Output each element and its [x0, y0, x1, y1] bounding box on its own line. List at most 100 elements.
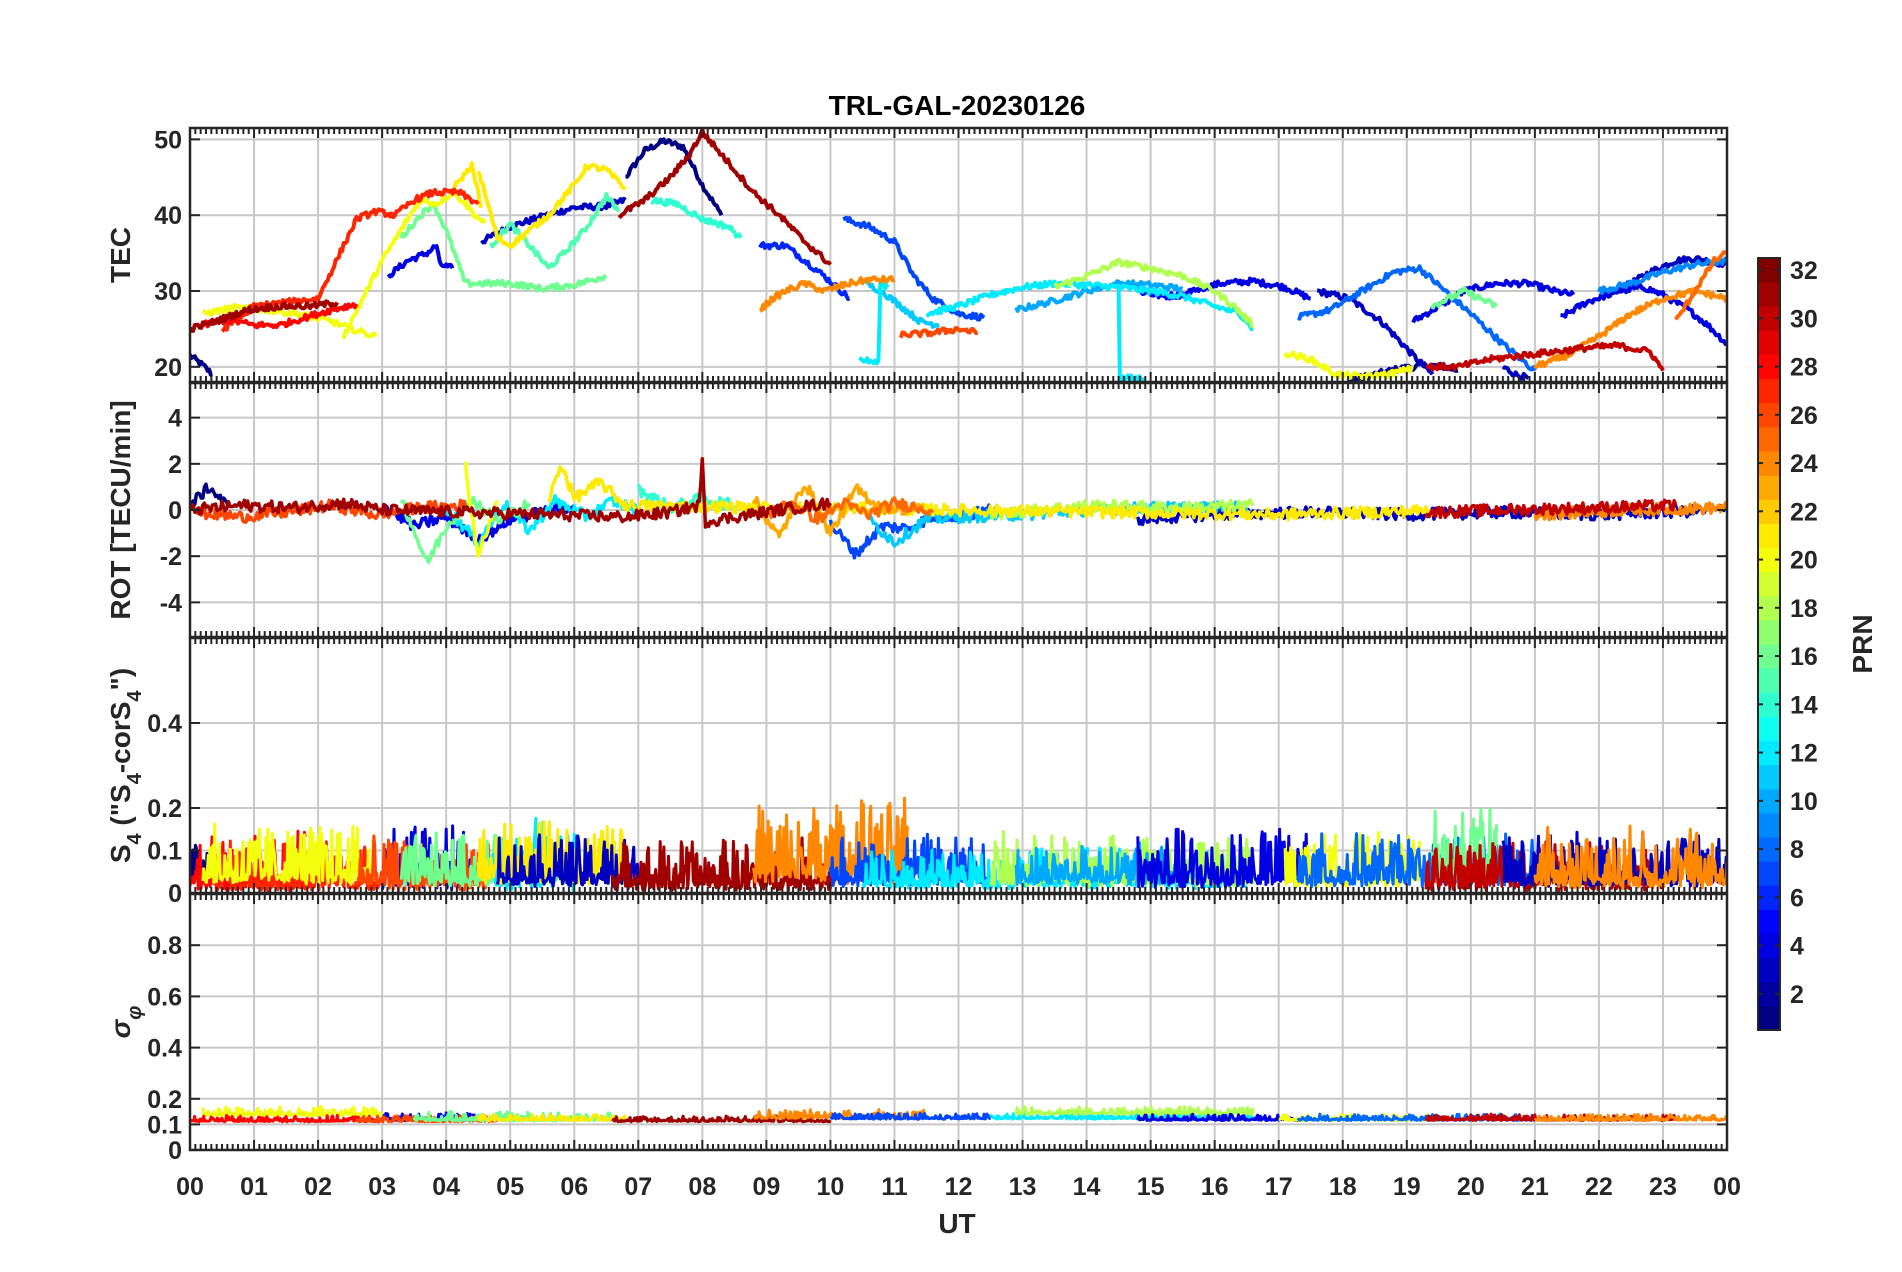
- series-line-prn-21: [451, 161, 484, 209]
- y-tick-label: 0.6: [147, 983, 182, 1011]
- colorbar-tick-label: 2: [1790, 981, 1804, 1009]
- x-tick-label: 10: [817, 1173, 845, 1201]
- colorbar-frame: [1757, 257, 1781, 1031]
- series-noise-prn-18: [1014, 1105, 1255, 1116]
- series-line-prn-30: [1425, 341, 1665, 372]
- colorbar-band: [1758, 451, 1780, 476]
- x-tick-label: 03: [368, 1173, 396, 1201]
- series-line-prn-25: [1674, 250, 1727, 321]
- y-tick-label: 0.1: [147, 838, 182, 866]
- colorbar-tick-label: 28: [1790, 354, 1818, 382]
- colorbar-tick-label: 18: [1790, 595, 1818, 623]
- series-line-prn-1: [190, 353, 213, 377]
- y-tick-label: -4: [160, 589, 182, 617]
- series-noise-prn-24: [1533, 1112, 1727, 1122]
- series-line-prn-4: [1187, 276, 1312, 301]
- colorbar-tick-label: 26: [1790, 402, 1818, 430]
- series-line-prn-16: [1430, 286, 1498, 310]
- y-tick-label: 30: [154, 278, 182, 306]
- series-line-prn-14: [650, 196, 743, 239]
- colorbar-band: [1758, 909, 1780, 934]
- colorbar-tick-label: 20: [1790, 547, 1818, 575]
- series-line-prn-3: [480, 196, 627, 245]
- y-tick-label: 0.2: [147, 1086, 182, 1114]
- series-line-prn-12: [925, 279, 1254, 332]
- colorbar-tick-label: 16: [1790, 643, 1818, 671]
- series-rot: [190, 457, 1727, 565]
- colorbar-band: [1758, 861, 1780, 886]
- series-noise-prn-26: [355, 834, 493, 893]
- y-tick-label: 2: [168, 451, 182, 479]
- series-line-prn-26: [898, 326, 979, 339]
- series-line-prn-20: [341, 191, 487, 340]
- y-tick-label: 50: [154, 126, 182, 154]
- colorbar-band: [1758, 547, 1780, 573]
- colorbar-label: PRN: [1847, 614, 1878, 673]
- series-line-prn-12: [858, 279, 890, 366]
- series-line-prn-31: [190, 299, 339, 333]
- colorbar-band: [1758, 1005, 1780, 1031]
- x-tick-label: 14: [1073, 1173, 1101, 1201]
- colorbar-band: [1758, 981, 1780, 1007]
- x-tick-label: 00: [176, 1173, 204, 1201]
- colorbar-band: [1758, 933, 1780, 959]
- colorbar-tick-label: 30: [1790, 305, 1818, 333]
- x-tick-label: 16: [1201, 1173, 1229, 1201]
- y-tick-label: 0.8: [147, 932, 182, 960]
- series-line-prn-11: [864, 279, 941, 329]
- x-axis: 00 01 02 03 04 05 06 07 08 09 10 11 12 13 14 15 16 17 18 19…: [176, 1173, 1741, 1201]
- x-tick-label: 21: [1521, 1173, 1549, 1201]
- panel-rot: -4 -2 0 2 4 ROT [TECU/min]: [105, 381, 1729, 639]
- y-axis-label-tec: TEC: [105, 227, 136, 283]
- colorbar-band: [1758, 740, 1780, 766]
- x-tick-label: 17: [1265, 1173, 1293, 1201]
- series-line-prn-18: [1053, 257, 1255, 328]
- series-line-prn-23: [752, 483, 929, 539]
- series-line-prn-24: [758, 274, 896, 313]
- panel-sigphi: 00.10.2 0.4 0.6 0.8 σφ: [105, 892, 1729, 1165]
- panel-s4: 0 0.1 0.2 0.4S4 ("S4-corS4"): [105, 636, 1729, 908]
- series-tec: [190, 128, 1727, 382]
- series-line-prn-8: [1297, 264, 1537, 372]
- x-tick-label: 05: [496, 1173, 524, 1201]
- y-tick-label: 0: [168, 880, 182, 908]
- colorbar-band: [1758, 523, 1780, 548]
- chart-title: TRL-GAL-20230126: [829, 90, 1086, 121]
- colorbar-band: [1758, 306, 1780, 331]
- x-tick-label: 01: [240, 1173, 268, 1201]
- series-line-prn-24: [1533, 286, 1727, 370]
- y-tick-label: -2: [160, 543, 182, 571]
- series-noise-prn-31: [611, 836, 832, 893]
- x-tick-label: 20: [1457, 1173, 1485, 1201]
- y-tick-label: 0: [168, 497, 182, 525]
- colorbar-tick-label: 10: [1790, 788, 1818, 816]
- series-line-prn-3: [1501, 365, 1530, 381]
- series-line-prn-16: [399, 202, 607, 293]
- series-line-prn-31: [617, 128, 832, 266]
- colorbar-band: [1758, 426, 1780, 452]
- colorbar-band: [1758, 258, 1780, 283]
- series-noise-prn-4: [1136, 1112, 1300, 1122]
- x-axis-label: UT: [938, 1208, 975, 1239]
- x-tick-label: 23: [1649, 1173, 1677, 1201]
- series-line-prn-25: [764, 496, 935, 525]
- colorbar-band: [1758, 619, 1780, 645]
- colorbar-band: [1758, 692, 1780, 717]
- y-tick-label: 40: [154, 202, 182, 230]
- x-tick-label: 12: [945, 1173, 973, 1201]
- series-noise-prn-20: [201, 822, 378, 886]
- y-tick-label: 0: [168, 1137, 182, 1165]
- colorbar-tick-label: 12: [1790, 740, 1818, 768]
- y-tick-label: 0.1: [147, 1111, 182, 1139]
- x-tick-label: 02: [304, 1173, 332, 1201]
- x-tick-label: 00: [1713, 1173, 1741, 1201]
- colorbar-tick-label: 8: [1790, 836, 1804, 864]
- y-axis-label-s4: S4 ("S4-corS4"): [105, 668, 146, 863]
- series-line-prn-7: [842, 215, 986, 322]
- ticks-tec: [189, 128, 1728, 382]
- x-tick-label: 11: [881, 1173, 908, 1201]
- x-tick-label: 15: [1137, 1173, 1165, 1201]
